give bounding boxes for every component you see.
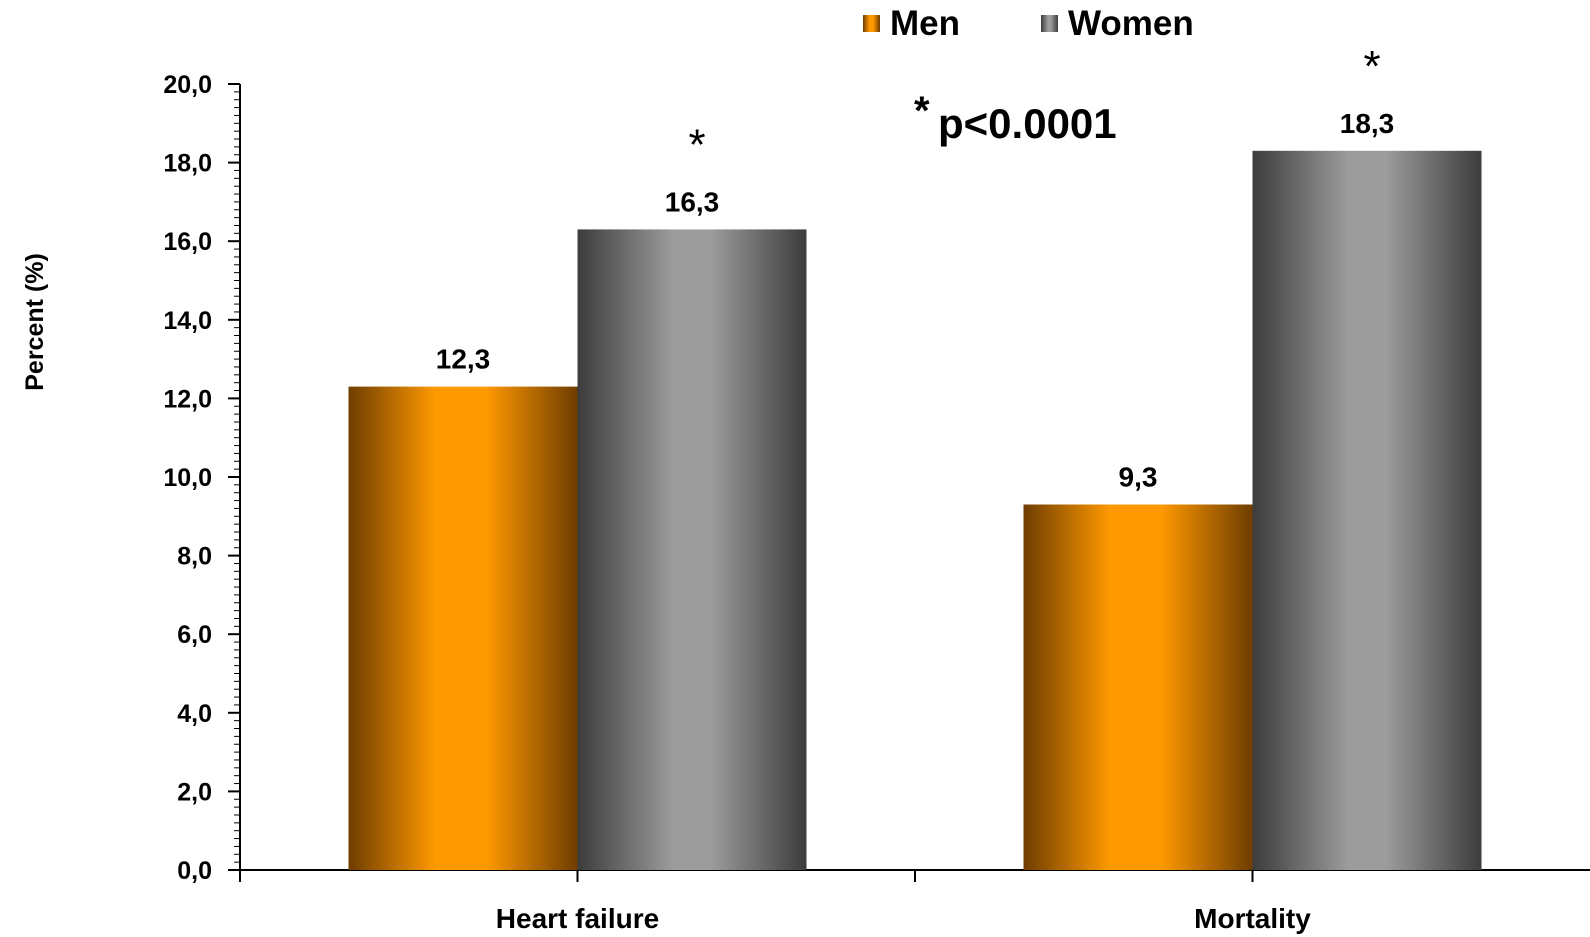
- y-tick-label: 0,0: [177, 857, 212, 885]
- axes: 0,0 2,0 4,0 6,0 8,0 10,0 12,0 14,0 16,0 18,0 20,0 H…: [163, 71, 1590, 934]
- legend-swatch-women: [1041, 15, 1058, 32]
- y-tick-label: 12,0: [163, 385, 212, 413]
- bar-men: [1023, 504, 1253, 870]
- y-tick-label: 14,0: [163, 307, 212, 335]
- bar-women: [1252, 150, 1482, 870]
- y-tick-label: 2,0: [177, 778, 212, 806]
- significance-star: *: [688, 120, 705, 169]
- legend: Men Women: [863, 4, 1194, 43]
- x-category-label: Mortality: [1194, 903, 1311, 934]
- significance-star: *: [1363, 42, 1380, 91]
- bar-value-label: 16,3: [665, 186, 720, 217]
- legend-label-men: Men: [890, 4, 960, 43]
- value-labels: 12,3 16,3 * 9,3 18,3 *: [436, 42, 1395, 493]
- bar-value-label: 12,3: [436, 344, 491, 375]
- y-tick-label: 6,0: [177, 621, 212, 649]
- bar-men: [348, 386, 578, 870]
- legend-swatch-men: [863, 15, 880, 32]
- bars: [348, 150, 1482, 870]
- legend-label-women: Women: [1068, 4, 1194, 43]
- x-category-label: Heart failure: [496, 903, 659, 934]
- y-tick-label: 10,0: [163, 464, 212, 492]
- annotation-star: *: [914, 89, 930, 133]
- y-tick-label: 18,0: [163, 150, 212, 178]
- bar-value-label: 9,3: [1119, 462, 1158, 493]
- y-tick-label: 8,0: [177, 543, 212, 571]
- y-axis-title: Percent (%): [21, 253, 49, 391]
- y-tick-label: 4,0: [177, 700, 212, 728]
- y-tick-label: 16,0: [163, 228, 212, 256]
- significance-annotation: * p<0.0001: [914, 89, 1117, 147]
- y-tick-label: 20,0: [163, 71, 212, 99]
- bar-value-label: 18,3: [1340, 108, 1395, 139]
- annotation-text: p<0.0001: [938, 100, 1117, 147]
- bar-women: [577, 229, 807, 870]
